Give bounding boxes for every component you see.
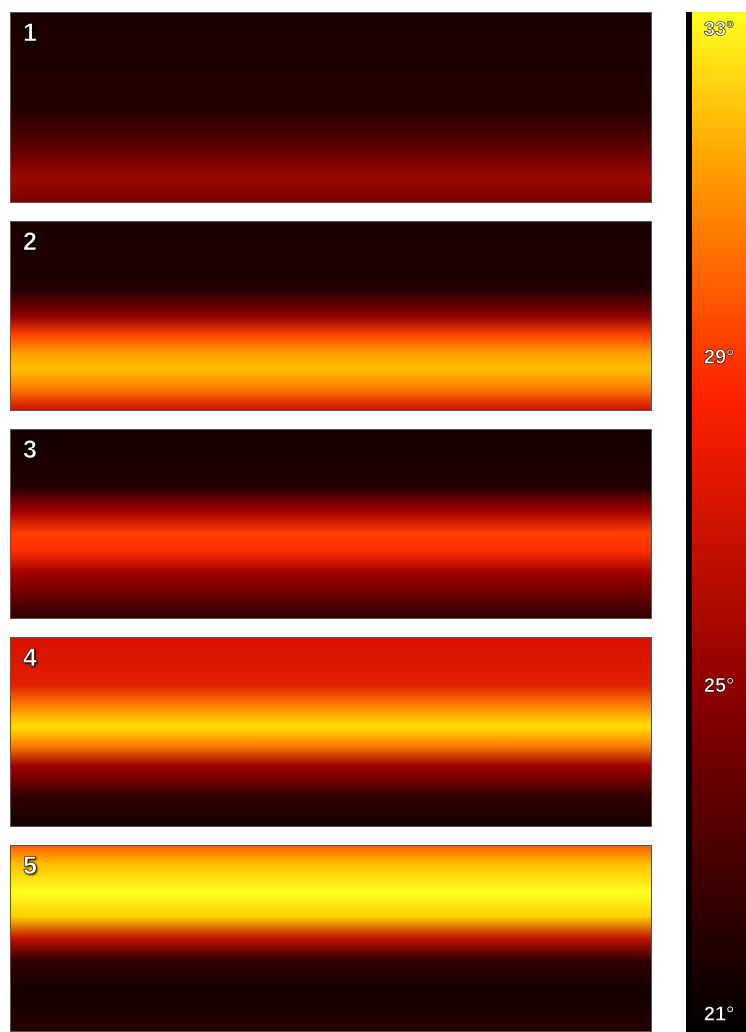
colorbar: 21° 25° 29° 33°: [686, 12, 746, 1032]
figure: 1 2 3 4 5 21° 25° 29° 33°: [0, 0, 746, 1032]
panel-label: 5: [23, 852, 37, 881]
thermal-panel: 3: [10, 429, 652, 619]
thermal-panel: 4: [10, 637, 652, 827]
panel-label: 4: [23, 644, 37, 673]
thermal-panel: 2: [10, 221, 652, 411]
thermal-panel: 5: [10, 845, 652, 1032]
tick-label: 33°: [704, 18, 734, 40]
panel-label: 1: [23, 19, 37, 48]
thermal-panel: 1: [10, 12, 652, 203]
colorbar-gradient: [692, 12, 746, 1032]
panel-label: 3: [23, 436, 37, 465]
tick-label: 21°: [704, 1003, 734, 1025]
tick-label: 29°: [704, 347, 734, 369]
panel-label: 2: [23, 228, 37, 257]
tick-label: 25°: [704, 675, 734, 697]
